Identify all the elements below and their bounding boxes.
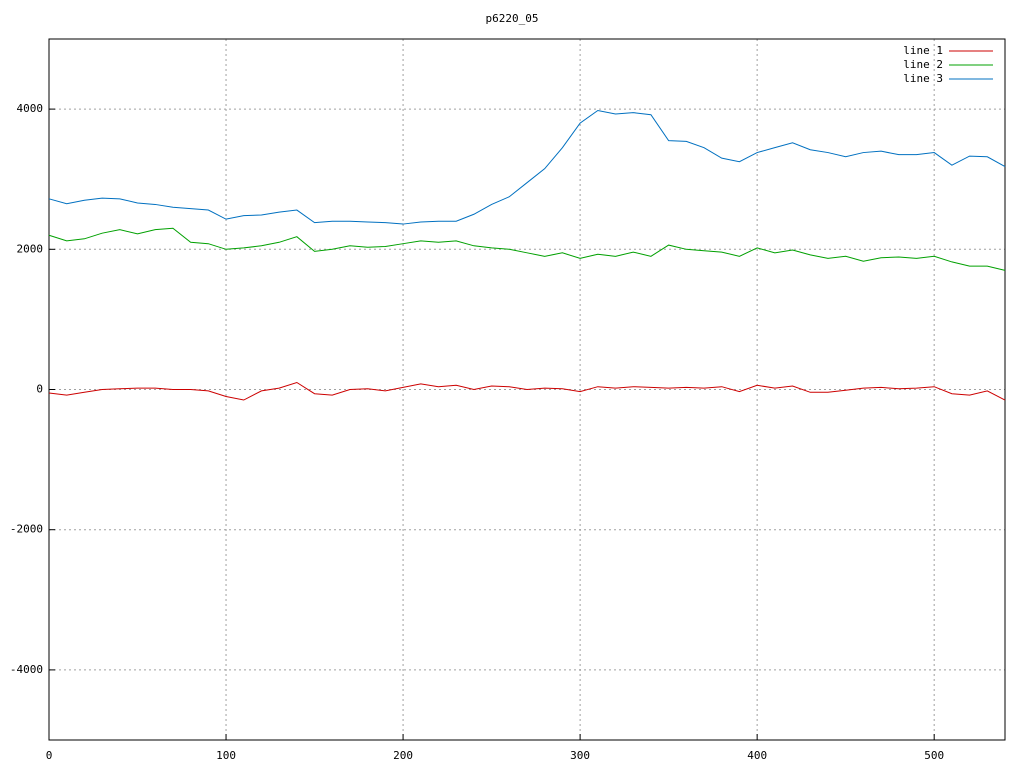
y-tick-label: -2000 bbox=[10, 523, 43, 536]
plot-frame bbox=[48, 38, 1006, 741]
series-line bbox=[48, 109, 1006, 225]
y-tick-label: -4000 bbox=[10, 663, 43, 676]
y-tick-label: 4000 bbox=[17, 102, 44, 115]
x-tick-label: 200 bbox=[393, 749, 413, 762]
chart-title: p6220_05 bbox=[486, 12, 539, 25]
x-tick-label: 400 bbox=[747, 749, 767, 762]
series-line bbox=[48, 227, 1006, 271]
x-tick-label: 500 bbox=[924, 749, 944, 762]
y-tick-label: 2000 bbox=[17, 242, 44, 255]
legend-label: line 3 bbox=[903, 72, 943, 85]
y-tick-label: 0 bbox=[36, 383, 43, 396]
legend-label: line 2 bbox=[903, 58, 943, 71]
series-line bbox=[48, 381, 1006, 401]
x-tick-label: 0 bbox=[46, 749, 53, 762]
x-tick-label: 300 bbox=[570, 749, 590, 762]
legend-label: line 1 bbox=[903, 44, 943, 57]
x-tick-label: 100 bbox=[216, 749, 236, 762]
